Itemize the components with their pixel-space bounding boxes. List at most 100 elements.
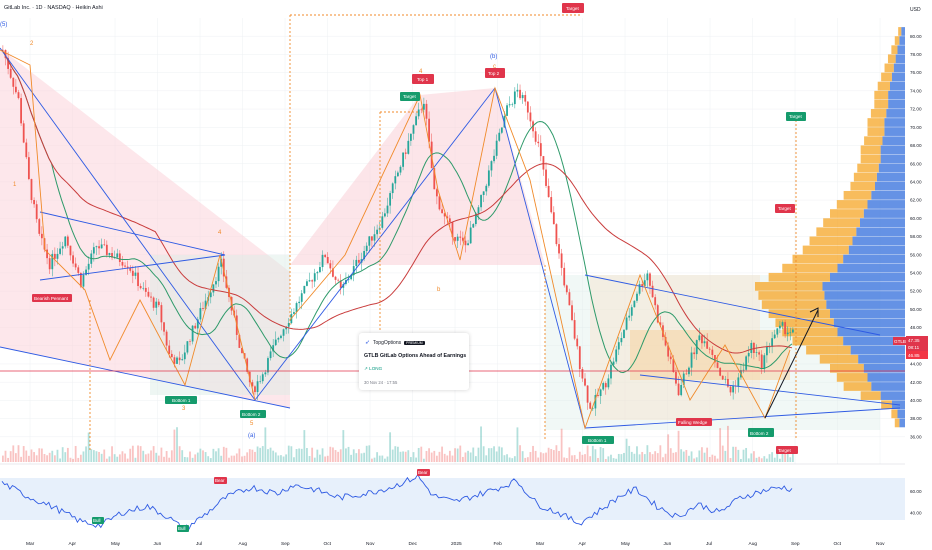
candle-body (563, 267, 566, 286)
volume-bar (298, 448, 301, 462)
rsi-pane: Bull Bull Bear Bear (0, 463, 905, 534)
volume-bar (558, 450, 560, 462)
candle-body (789, 332, 792, 334)
volume-bar (513, 456, 516, 462)
volume-bar (4, 450, 7, 462)
candle-body (526, 101, 529, 113)
volume-bar (228, 457, 230, 462)
candle-body (506, 105, 508, 116)
profile-bar-down (843, 190, 872, 200)
volume-bar (656, 453, 659, 462)
profile-bar-down (792, 254, 844, 264)
time-axis[interactable]: Mar Apr May Jun Jul Aug Sep Oct Nov Dec 2025 Feb Mar… (26, 541, 885, 547)
candle-body (727, 378, 729, 387)
volume-bar (425, 450, 428, 462)
candle-body (319, 267, 321, 273)
price-tick-label: 68.00 (910, 143, 922, 148)
ticker-tag: GTLB (894, 339, 906, 344)
candle-body (111, 253, 113, 258)
candle-body (269, 351, 272, 359)
volume-bar (300, 448, 303, 462)
volume-bar (316, 449, 319, 462)
volume-bar (124, 453, 126, 462)
volume-bar (589, 456, 592, 462)
volume-bar (438, 451, 441, 462)
candle-body (435, 189, 438, 197)
volume-bar (329, 446, 332, 462)
profile-bar-up (886, 109, 905, 118)
candle-body (126, 266, 129, 268)
volume-bar (7, 457, 9, 462)
candle-body (259, 381, 262, 382)
volume-bar (116, 456, 119, 462)
label-target-mid: Target (778, 206, 791, 211)
price-tick-label: 72.00 (910, 107, 922, 112)
wave-label-a: (a) (248, 433, 255, 439)
volume-bar (724, 450, 727, 462)
candle-body (38, 219, 41, 234)
profile-bar-up (830, 272, 905, 282)
candle-body (786, 332, 789, 335)
profile-bar-up (871, 190, 905, 200)
volume-bar (30, 449, 33, 462)
volume-bar (602, 448, 605, 462)
candle-body (144, 287, 147, 292)
volume-bar (685, 449, 688, 462)
profile-bar-down (891, 409, 898, 419)
volume-bar (391, 449, 394, 462)
candle-body (287, 323, 290, 327)
volume-bar (747, 458, 750, 462)
profile-bar-down (761, 300, 827, 309)
candle-body (721, 375, 724, 380)
volume-bar (293, 457, 295, 462)
volume-bar (72, 458, 74, 462)
volume-bar (69, 457, 72, 462)
candle-body (649, 273, 651, 286)
candle-body (329, 263, 332, 269)
candle-body (750, 342, 753, 353)
profile-bar-up (880, 154, 905, 164)
target-projection (764, 309, 819, 419)
volume-bar (407, 450, 410, 462)
rsi-bull-1-bg (92, 517, 104, 524)
label-top-1: Top 1 (417, 77, 429, 82)
candle-body (558, 244, 560, 254)
profile-bar-down (874, 90, 889, 100)
candle-body (623, 329, 625, 339)
volume-bar (368, 445, 371, 462)
profile-bar-up (888, 99, 905, 109)
volume-bar (638, 454, 641, 462)
volume-bar (607, 456, 610, 462)
candle-body (487, 170, 490, 186)
label-target-green: Target (403, 94, 416, 99)
candle-body (672, 359, 675, 372)
candle-body (194, 325, 197, 329)
ma-slow-line (1, 49, 793, 354)
time-tick-label: Jun (664, 541, 672, 547)
price-tick-label: 58.00 (910, 234, 922, 239)
candle-body (511, 104, 514, 105)
candle-body (389, 193, 392, 206)
volume-bar (386, 456, 389, 462)
volume-bar (714, 455, 716, 462)
candle-body (662, 325, 664, 337)
candle-body (277, 337, 280, 340)
volume-bar (664, 453, 667, 462)
last-price-tag: 47.35 (908, 338, 920, 343)
volume-bar (532, 445, 534, 462)
volume-bar (516, 427, 519, 462)
candle-body (508, 104, 511, 106)
candle-body (732, 385, 735, 393)
volume-bar (568, 447, 571, 462)
price-axis[interactable]: 36.0038.0040.0042.0044.0046.0048.0050.00… (910, 34, 922, 440)
idea-card[interactable]: ➶ TopgOptions PREMIUM GTLB GitLab Option… (359, 333, 469, 390)
volume-bar (61, 447, 64, 462)
candle-body (555, 224, 558, 245)
candle-body (758, 352, 761, 355)
candle-body (716, 362, 719, 368)
candle-body (719, 367, 722, 376)
candle-body (100, 244, 103, 249)
idea-title[interactable]: GTLB GitLab Options Ahead of Earnings (364, 353, 467, 359)
candle-body (12, 77, 15, 87)
